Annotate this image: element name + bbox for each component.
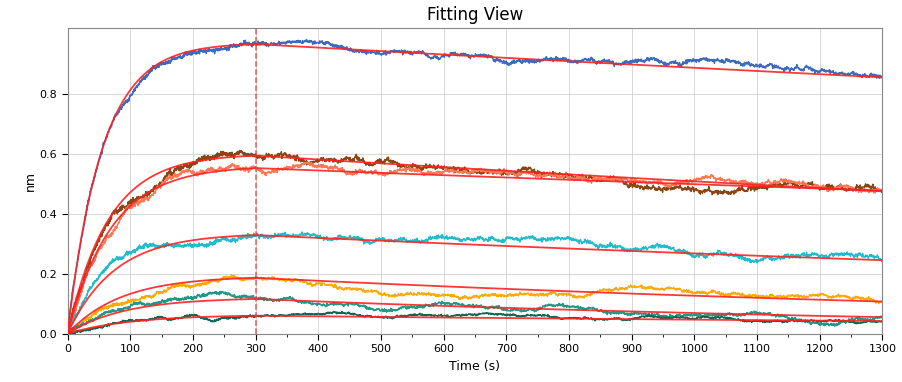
X-axis label: Time (s): Time (s) [449,359,501,372]
Y-axis label: nm: nm [23,171,37,191]
Title: Fitting View: Fitting View [427,6,523,24]
